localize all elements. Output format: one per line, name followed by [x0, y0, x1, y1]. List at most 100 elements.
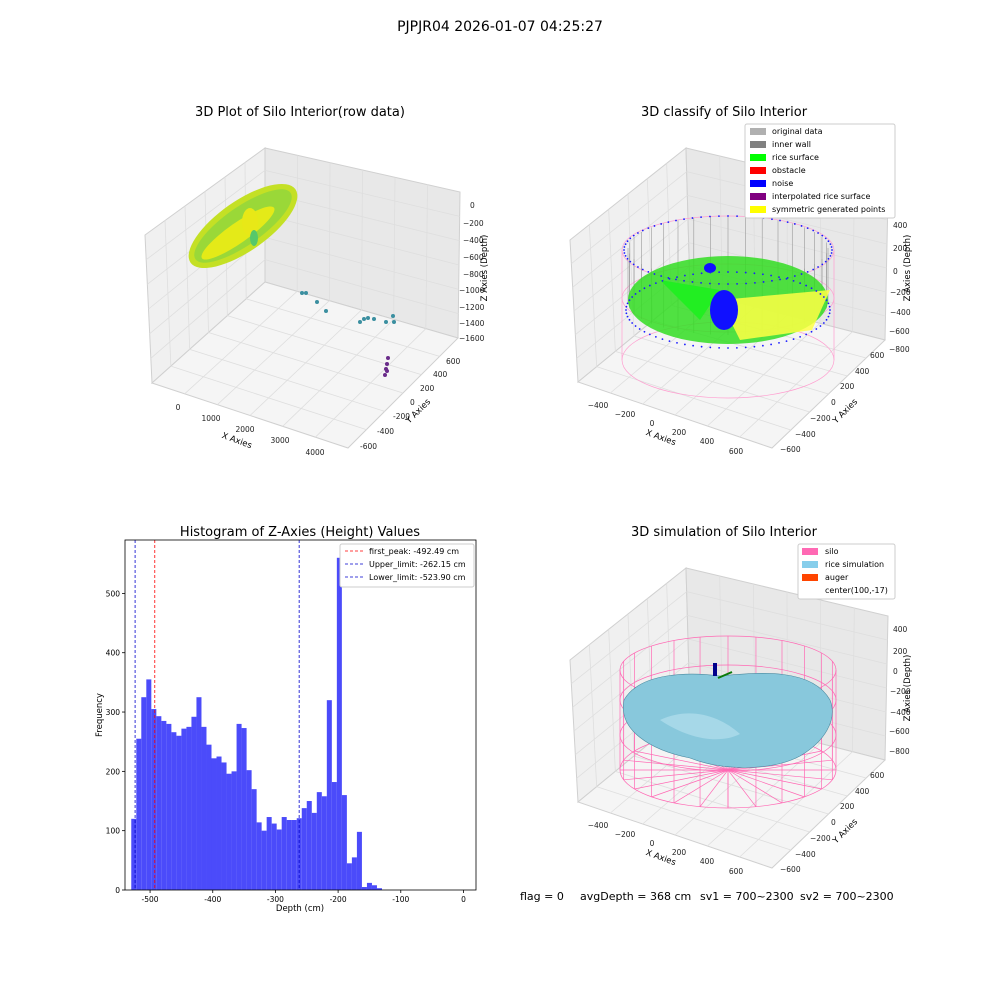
- panel4-auger-marker: [713, 663, 717, 676]
- histogram-y-ticks: 0 100 200 300 400 500: [106, 589, 125, 895]
- histogram-bar: [321, 796, 327, 890]
- panel2-noise-cluster: [710, 290, 738, 330]
- panel2-ytick-3: 0: [831, 398, 836, 407]
- histogram-bar: [241, 728, 247, 890]
- panel4-rice-simulation-surface: [622, 673, 833, 768]
- panel2-noise-point: [812, 268, 815, 271]
- histogram-bar: [271, 823, 277, 890]
- panel1-data-point: [391, 314, 395, 318]
- panel-simulation-3d: 3D simulation of Silo Interior silo rice …: [569, 525, 913, 876]
- panel2-noise-point: [821, 234, 824, 237]
- panel4-xtick-0: −400: [588, 821, 609, 830]
- panel2-noise-point: [824, 237, 827, 240]
- panel1-data-point: [304, 291, 308, 295]
- panel2-legend-swatch: [750, 154, 766, 161]
- panel2-noise-point: [718, 271, 721, 274]
- histogram-bar: [296, 818, 302, 890]
- histogram-bar: [176, 735, 182, 890]
- panel2-noise-point: [624, 255, 627, 257]
- grid-line: [739, 751, 853, 858]
- panel1-ytick-3: 0: [410, 398, 415, 407]
- panel2-ztick-6: −800: [889, 345, 910, 354]
- panel2-noise-point: [806, 270, 809, 273]
- histogram-bar: [146, 679, 152, 890]
- panel2-ztick-5: −600: [889, 327, 910, 336]
- histogram-x-ticks: -500 -400 -300 -200 -100 0: [142, 890, 466, 904]
- histogram-bar: [181, 728, 187, 890]
- panel2-noise-point: [779, 278, 781, 281]
- panel4-xtick-4: 400: [700, 857, 715, 866]
- panel2-noise-point: [625, 309, 627, 311]
- panel1-data-point: [362, 317, 366, 321]
- panel1-data-point: [385, 362, 389, 366]
- panel4-silo-floor-spoke: [727, 769, 805, 798]
- panel4-tick-labels: −400 −200 0 200 400 600 −600 −400 −200 0…: [588, 625, 911, 876]
- panel2-noise-point: [799, 282, 802, 285]
- panel4-title: 3D simulation of Silo Interior: [631, 525, 818, 540]
- panel2-noise-point: [718, 346, 721, 349]
- panel2-noise-point: [667, 221, 670, 224]
- panel2-legend-label: original data: [772, 127, 823, 136]
- panel2-noise-point: [641, 229, 644, 232]
- panel2-noise-point: [668, 340, 671, 343]
- panel1-data-point: [386, 356, 390, 360]
- panel2-noise-point: [815, 328, 818, 330]
- grid-line: [264, 259, 459, 315]
- panel4-ztick-4: −400: [890, 708, 911, 717]
- histogram-bar: [206, 744, 212, 890]
- panel2-rice-ridge: [660, 280, 720, 320]
- panel2-noise-point: [817, 232, 819, 234]
- histogram-bar: [231, 771, 237, 890]
- panel2-noise-point: [638, 328, 641, 330]
- histogram-bar: [311, 812, 317, 890]
- panel2-noise-point: [709, 346, 712, 349]
- panel4-legend-label: auger: [825, 573, 849, 582]
- panel4-legend: silo rice simulation auger center(100,-17): [797, 543, 896, 600]
- panel1-ytick-0: -600: [360, 442, 377, 451]
- panel2-noise-point: [827, 302, 830, 305]
- panel4-xtick-3: 200: [672, 848, 687, 857]
- panel2-ztick-1: 200: [893, 244, 908, 253]
- panel2-noise-point: [692, 344, 695, 347]
- panel1-center-spike-shadow: [250, 230, 258, 246]
- panel1-data-point: [300, 291, 304, 295]
- panel2-noise-point: [709, 215, 711, 218]
- panel2-noise-point: [817, 266, 819, 268]
- panel2-noise-point: [829, 243, 832, 245]
- histogram-bar: [191, 716, 197, 890]
- panel1-xlabel: X Axies: [220, 431, 253, 451]
- histogram-bar: [161, 720, 167, 890]
- panel2-tick-labels: −400 −200 0 200 400 600 −600 −400 −200 0…: [588, 221, 911, 456]
- panel2-noise-point: [661, 338, 664, 341]
- panel2-noise-point: [626, 240, 629, 243]
- panel4-legend-label: rice simulation: [825, 560, 884, 569]
- panel2-noise-point: [822, 322, 825, 324]
- panel2-noise-point: [691, 281, 694, 283]
- panel2-noise-point: [709, 282, 711, 285]
- panel2-noise-point: [805, 333, 808, 336]
- panel2-noise-point: [626, 315, 629, 318]
- panel2-noise-point: [822, 296, 825, 298]
- panel2-noise-points: [623, 215, 833, 349]
- panel2-noise-point: [654, 335, 657, 338]
- panel1-ytick-1: -400: [377, 427, 394, 436]
- panel4-ztick-2: 0: [893, 667, 898, 676]
- panel2-noise-point: [792, 279, 795, 282]
- panel2-legend-swatch: [750, 167, 766, 174]
- panel2-noise-point: [745, 282, 747, 285]
- panel4-ytick-1: −400: [795, 850, 816, 859]
- histogram-ytick-label: 300: [106, 708, 121, 717]
- panel2-title: 3D classify of Silo Interior: [641, 105, 808, 120]
- panel1-point-cloud: [188, 183, 298, 269]
- panel2-noise-point: [825, 299, 828, 302]
- panel4-legend-swatch: [802, 561, 818, 568]
- panel2-noise-point: [810, 287, 813, 290]
- panel2-xtick-5: 600: [729, 447, 744, 456]
- panel2-noise-point: [827, 257, 830, 260]
- panel2-noise-point: [753, 345, 756, 348]
- panel2-noise-point: [761, 344, 764, 347]
- panel2-noise-point: [628, 318, 631, 321]
- histogram-bar: [136, 738, 142, 890]
- panel1-data-point: [372, 317, 376, 321]
- histogram-bar: [291, 820, 297, 890]
